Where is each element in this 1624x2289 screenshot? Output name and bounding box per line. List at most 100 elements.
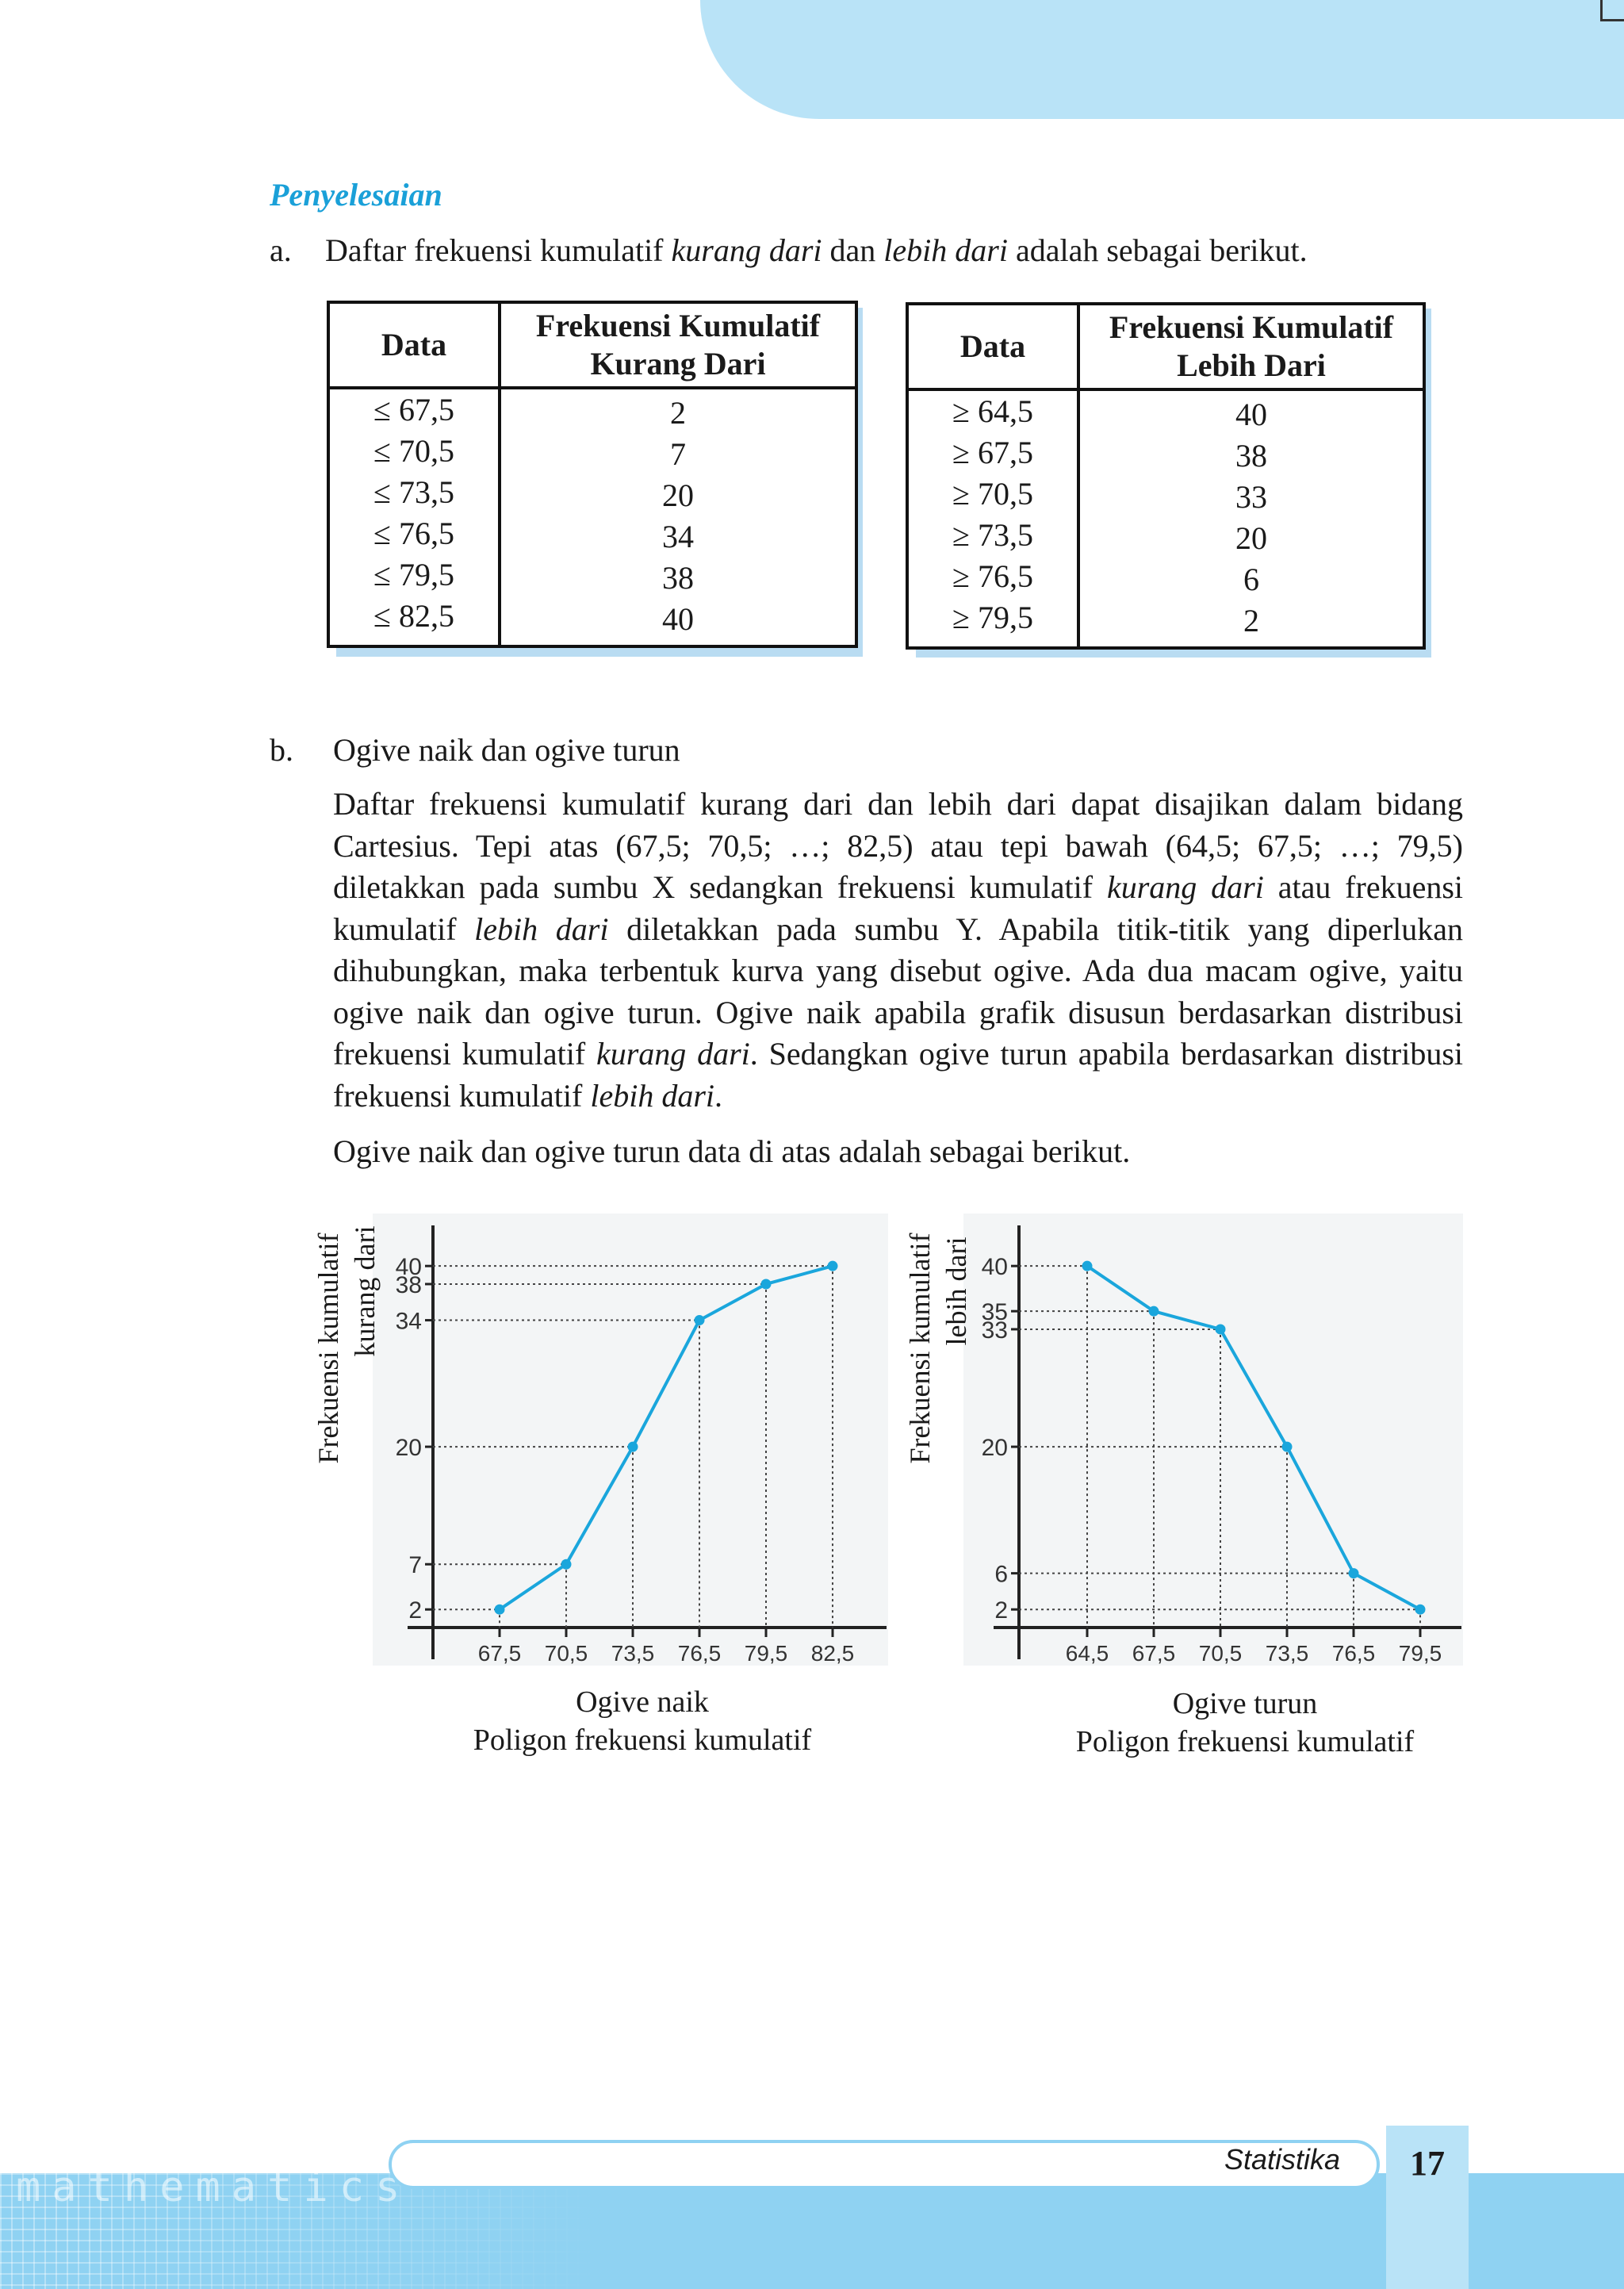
table-cell-frequency: 34 bbox=[662, 519, 694, 554]
body-text-part: diletakkan pada sumbu Y. Apabila titik-t… bbox=[333, 911, 1464, 1072]
chart-caption-ogive-turun: Ogive turun Poligon frekuensi kumulatif bbox=[1015, 1685, 1475, 1761]
caption-subtitle: Poligon frekuensi kumulatif bbox=[1075, 1725, 1415, 1758]
chart-caption-ogive-naik: Ogive naik Poligon frekuensi kumulatif bbox=[412, 1683, 872, 1759]
section-a-emphasis: lebih dari bbox=[883, 232, 1008, 268]
body-text-part: . bbox=[714, 1077, 723, 1114]
body-text-part: . Sedangkan ogive turun apabila berdasar… bbox=[333, 1036, 1464, 1114]
x-tick-label: 76,5 bbox=[678, 1641, 722, 1666]
body-text-part: Daftar frekuensi kumulatif kurang dari d… bbox=[333, 786, 1463, 905]
y-axis-label: lebih dari bbox=[940, 1237, 972, 1346]
footer-grid-pattern bbox=[0, 2173, 603, 2289]
data-point bbox=[760, 1279, 772, 1290]
ogive-line bbox=[1086, 1264, 1421, 1611]
table-header-divider bbox=[330, 386, 855, 389]
header-decor-tab bbox=[700, 0, 1624, 119]
y-axis-label: Frekuensi kumulatif bbox=[904, 1233, 936, 1464]
section-a-text-part: Daftar frekuensi kumulatif bbox=[325, 232, 672, 268]
data-point bbox=[561, 1559, 572, 1570]
table-frequency-column: 40 38 33 20 6 2 bbox=[1080, 394, 1423, 642]
x-tick-label: 64,5 bbox=[1066, 1641, 1109, 1666]
section-b-label: b. bbox=[270, 732, 293, 768]
y-tick-label: 35 bbox=[982, 1299, 1008, 1325]
table-cell-frequency: 7 bbox=[670, 436, 686, 472]
ogive-line bbox=[498, 1264, 833, 1611]
chapter-title: Statistika bbox=[1224, 2143, 1340, 2176]
y-tick-label: 2 bbox=[408, 1597, 422, 1624]
section-a-text: a. Daftar frekuensi kumulatif kurang dari… bbox=[270, 232, 1308, 269]
x-tick-label: 73,5 bbox=[1266, 1641, 1309, 1666]
y-tick-label: 7 bbox=[408, 1552, 422, 1578]
table-cell-data: ≤ 82,5 bbox=[373, 598, 454, 634]
table-cell-data: ≤ 73,5 bbox=[373, 474, 454, 510]
table-cell-data: ≤ 79,5 bbox=[373, 557, 454, 592]
data-point bbox=[494, 1604, 505, 1615]
caption-title: Ogive turun bbox=[1172, 1687, 1318, 1720]
table-column-divider bbox=[1077, 305, 1080, 646]
table-cell-data: ≤ 67,5 bbox=[373, 392, 454, 428]
section-b-body: Daftar frekuensi kumulatif kurang dari d… bbox=[333, 784, 1463, 1117]
table-cell-data: ≥ 64,5 bbox=[952, 393, 1033, 429]
table-header-data: Data bbox=[381, 327, 447, 362]
table-frequency-column: 2 7 20 34 38 40 bbox=[501, 393, 855, 640]
data-point bbox=[1415, 1604, 1426, 1615]
section-b-closing: Ogive naik dan ogive turun data di atas … bbox=[333, 1133, 1131, 1169]
solution-heading: Penyelesaian bbox=[270, 177, 442, 213]
section-a-emphasis: kurang dari bbox=[671, 232, 822, 268]
section-b-title: b. Ogive naik dan ogive turun bbox=[270, 731, 680, 769]
footer-watermark: mathematics bbox=[16, 2164, 412, 2211]
caption-subtitle: Poligon frekuensi kumulatif bbox=[473, 1723, 812, 1757]
table-data-column: ≤ 67,5 ≤ 70,5 ≤ 73,5 ≤ 76,5 ≤ 79,5 ≤ 82,… bbox=[330, 389, 498, 637]
table-cell-data: ≤ 76,5 bbox=[373, 516, 454, 551]
data-point bbox=[627, 1441, 638, 1452]
page-number-box bbox=[1386, 2126, 1469, 2289]
data-point bbox=[1148, 1306, 1159, 1317]
section-a-text-part: dan bbox=[822, 232, 884, 268]
caption-title: Ogive naik bbox=[576, 1685, 709, 1719]
table-cell-data: ≥ 76,5 bbox=[952, 558, 1033, 594]
body-text-part: atau frekuensi kumulatif bbox=[333, 869, 1464, 947]
y-tick-label: 6 bbox=[994, 1562, 1008, 1588]
y-tick-label: 40 bbox=[982, 1254, 1008, 1280]
x-tick-label: 67,5 bbox=[478, 1641, 522, 1666]
table-cell-data: ≥ 79,5 bbox=[952, 600, 1033, 635]
table-lebih-dari: Data Frekuensi Kumulatif Lebih Dari ≥ 64… bbox=[906, 302, 1426, 650]
table-cell-frequency: 40 bbox=[662, 601, 694, 637]
table-cell-frequency: 20 bbox=[662, 477, 694, 513]
table-cell-frequency: 6 bbox=[1243, 562, 1259, 597]
data-point bbox=[1215, 1324, 1226, 1335]
table-cell-frequency: 38 bbox=[662, 560, 694, 596]
y-axis-label: Frekuensi kumulatif bbox=[312, 1233, 344, 1464]
footer-band bbox=[0, 2173, 1624, 2289]
data-point bbox=[1082, 1260, 1093, 1271]
x-tick-label: 73,5 bbox=[611, 1641, 655, 1666]
x-tick-label: 79,5 bbox=[1399, 1641, 1442, 1666]
y-tick-label: 40 bbox=[396, 1254, 422, 1280]
table-cell-data: ≤ 70,5 bbox=[373, 433, 454, 469]
x-tick-label: 76,5 bbox=[1332, 1641, 1376, 1666]
data-point bbox=[827, 1260, 838, 1271]
table-column-divider bbox=[498, 304, 501, 645]
table-cell-data: ≥ 67,5 bbox=[952, 435, 1033, 470]
y-tick-label: 33 bbox=[982, 1317, 1008, 1344]
y-tick-label: 2 bbox=[994, 1597, 1008, 1624]
table-cell-data: ≥ 70,5 bbox=[952, 476, 1033, 512]
crop-mark bbox=[1600, 19, 1624, 21]
table-cell-data: ≥ 73,5 bbox=[952, 517, 1033, 553]
body-emphasis: kurang dari bbox=[596, 1036, 750, 1072]
table-data-column: ≥ 64,5 ≥ 67,5 ≥ 70,5 ≥ 73,5 ≥ 76,5 ≥ 79,… bbox=[909, 391, 1077, 638]
table-header-frequency: Frekuensi Kumulatif Kurang Dari bbox=[535, 308, 821, 382]
table-header-divider bbox=[909, 388, 1423, 391]
x-tick-label: 79,5 bbox=[745, 1641, 788, 1666]
data-point bbox=[1348, 1568, 1359, 1579]
table-cell-frequency: 20 bbox=[1235, 520, 1267, 556]
page-number: 17 bbox=[1410, 2144, 1445, 2183]
table-header-frequency: Frekuensi Kumulatif Lebih Dari bbox=[1109, 309, 1394, 383]
section-a-label: a. bbox=[270, 232, 292, 268]
table-cell-frequency: 33 bbox=[1235, 479, 1267, 515]
x-tick-label: 82,5 bbox=[811, 1641, 855, 1666]
chart-background bbox=[963, 1214, 1463, 1666]
body-emphasis: kurang dari bbox=[1106, 869, 1264, 905]
data-point bbox=[1281, 1441, 1293, 1452]
body-emphasis: lebih dari bbox=[590, 1077, 715, 1114]
